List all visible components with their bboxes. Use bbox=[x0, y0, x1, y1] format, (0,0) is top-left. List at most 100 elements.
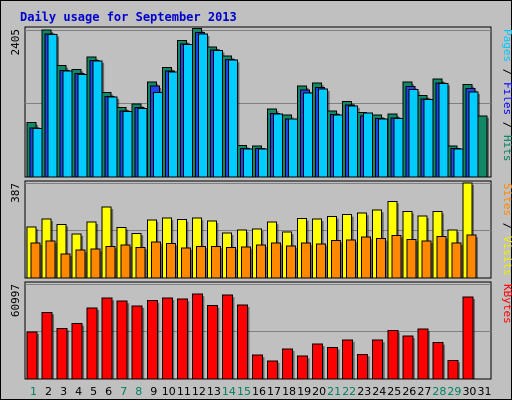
bar-kbytes-kbytes-4 bbox=[71, 322, 85, 380]
bar-visits-sites-3-body bbox=[60, 253, 71, 279]
bar-visits-sites-23-shadow bbox=[370, 239, 373, 278]
ymax-label-kbytes: 60997 bbox=[9, 284, 22, 317]
bar-kbytes-kbytes-1-body bbox=[26, 331, 38, 380]
bar-hits-hits-31-shadow bbox=[486, 117, 489, 177]
bar-visits-sites-5 bbox=[90, 248, 103, 279]
bar-visits-sites-25-shadow bbox=[400, 237, 403, 278]
bar-visits-sites-28-shadow bbox=[445, 238, 448, 278]
bar-kbytes-kbytes-4-shadow bbox=[82, 325, 85, 379]
day-label-21: 21 bbox=[327, 385, 341, 398]
bar-kbytes-kbytes-9-body bbox=[146, 300, 158, 380]
day-label-18: 18 bbox=[282, 385, 296, 398]
bar-hits-pages-21-body bbox=[333, 114, 344, 178]
chart-title: Daily usage for September 2013 bbox=[20, 10, 237, 24]
bar-hits-pages-9-body bbox=[152, 92, 163, 178]
bar-hits-pages-28-shadow bbox=[447, 85, 450, 177]
bar-visits-sites-4 bbox=[75, 249, 88, 279]
day-label-19: 19 bbox=[297, 385, 311, 398]
bar-visits-sites-7-body bbox=[120, 244, 131, 279]
bar-hits-pages-17-body bbox=[273, 113, 284, 178]
bar-hits-pages-23-body bbox=[363, 112, 374, 178]
bar-hits-pages-10-body bbox=[167, 71, 178, 178]
bar-kbytes-kbytes-12-shadow bbox=[202, 296, 205, 379]
ylabel-part-hits-1: / bbox=[501, 62, 512, 82]
bar-kbytes-kbytes-18-body bbox=[282, 348, 294, 380]
bar-hits-pages-30-body bbox=[468, 91, 479, 178]
bar-hits-pages-26-body bbox=[408, 89, 419, 178]
bar-kbytes-kbytes-16-shadow bbox=[262, 356, 265, 379]
bar-hits-pages-14-body bbox=[227, 59, 238, 178]
bar-kbytes-kbytes-29-body bbox=[447, 359, 459, 380]
bar-kbytes-kbytes-24-body bbox=[372, 339, 384, 380]
bar-visits-sites-13-body bbox=[210, 245, 221, 279]
bar-hits-pages-4-body bbox=[77, 73, 88, 178]
bar-kbytes-kbytes-17-shadow bbox=[277, 362, 280, 379]
ylabel-part-kbytes-0: KBytes bbox=[501, 284, 512, 324]
bar-visits-sites-7-shadow bbox=[130, 246, 133, 278]
bar-visits-sites-8-body bbox=[135, 246, 146, 279]
bar-visits-sites-6 bbox=[105, 245, 118, 279]
bar-kbytes-kbytes-22-body bbox=[342, 339, 354, 380]
bar-hits-hits-31 bbox=[477, 115, 489, 178]
bar-visits-sites-30-shadow bbox=[475, 237, 478, 278]
bar-visits-sites-24-shadow bbox=[385, 240, 388, 278]
day-label-26: 26 bbox=[402, 385, 416, 398]
bar-visits-sites-25 bbox=[391, 235, 403, 279]
bar-visits-sites-18-body bbox=[286, 245, 297, 279]
bar-kbytes-kbytes-20 bbox=[312, 343, 325, 380]
day-label-22: 22 bbox=[342, 385, 356, 398]
panels-layer: 2405 Pages / Files / Hits 387 Sites / Visit… bbox=[9, 26, 512, 380]
bar-visits-sites-9-shadow bbox=[160, 244, 163, 278]
bar-visits-sites-14 bbox=[225, 246, 238, 279]
bar-visits-visits-30-shadow bbox=[471, 184, 474, 278]
bar-visits-sites-26-body bbox=[406, 238, 417, 279]
bar-visits-sites-13 bbox=[210, 245, 223, 279]
day-label-16: 16 bbox=[252, 385, 266, 398]
bar-kbytes-kbytes-25-body bbox=[387, 329, 399, 380]
bar-visits-sites-11-body bbox=[180, 247, 191, 279]
ylabel-part-hits-4: Hits bbox=[501, 135, 512, 162]
day-label-9: 9 bbox=[150, 385, 157, 398]
bar-kbytes-kbytes-27-shadow bbox=[427, 331, 430, 379]
bar-visits-sites-5-shadow bbox=[100, 251, 103, 278]
bar-kbytes-kbytes-26-shadow bbox=[412, 338, 415, 379]
bar-hits-pages-8-body bbox=[137, 108, 148, 178]
bar-visits-sites-17 bbox=[271, 242, 283, 279]
bar-visits-sites-25-body bbox=[391, 235, 402, 279]
day-label-13: 13 bbox=[207, 385, 221, 398]
bar-visits-sites-19 bbox=[301, 242, 313, 279]
bar-visits-sites-24 bbox=[376, 238, 388, 279]
bar-kbytes-kbytes-23 bbox=[357, 353, 370, 380]
bar-kbytes-kbytes-4-body bbox=[71, 322, 83, 380]
bar-kbytes-kbytes-29 bbox=[447, 359, 460, 380]
bar-kbytes-kbytes-6 bbox=[101, 297, 115, 380]
bar-visits-sites-27-body bbox=[421, 240, 432, 279]
bar-kbytes-kbytes-1-shadow bbox=[37, 333, 39, 379]
bar-kbytes-kbytes-13 bbox=[206, 305, 220, 380]
bar-kbytes-kbytes-17 bbox=[267, 360, 280, 380]
bar-kbytes-kbytes-13-shadow bbox=[217, 307, 220, 379]
bar-kbytes-kbytes-8-body bbox=[131, 305, 143, 380]
bar-kbytes-kbytes-3 bbox=[56, 327, 70, 380]
day-label-3: 3 bbox=[60, 385, 67, 398]
ylabel-part-visits-2: Visits bbox=[501, 236, 512, 276]
bar-kbytes-kbytes-6-shadow bbox=[112, 300, 115, 379]
panel-hits: 2405 Pages / Files / Hits bbox=[9, 26, 512, 178]
bar-kbytes-kbytes-9-shadow bbox=[157, 302, 160, 379]
bar-visits-sites-11-shadow bbox=[190, 249, 193, 278]
day-label-7: 7 bbox=[120, 385, 127, 398]
bar-visits-sites-19-shadow bbox=[310, 244, 313, 278]
bar-kbytes-kbytes-7-shadow bbox=[127, 303, 130, 379]
bar-kbytes-kbytes-12 bbox=[191, 293, 205, 380]
bar-visits-sites-18 bbox=[286, 245, 298, 279]
bar-visits-sites-3-shadow bbox=[70, 255, 73, 278]
bar-kbytes-kbytes-9 bbox=[146, 300, 160, 380]
day-label-12: 12 bbox=[192, 385, 206, 398]
bar-visits-sites-18-shadow bbox=[295, 247, 298, 278]
bar-kbytes-kbytes-16 bbox=[251, 354, 265, 380]
bar-hits-pages-12-body bbox=[197, 33, 208, 178]
bar-hits-pages-16-body bbox=[257, 148, 268, 178]
day-label-17: 17 bbox=[267, 385, 281, 398]
